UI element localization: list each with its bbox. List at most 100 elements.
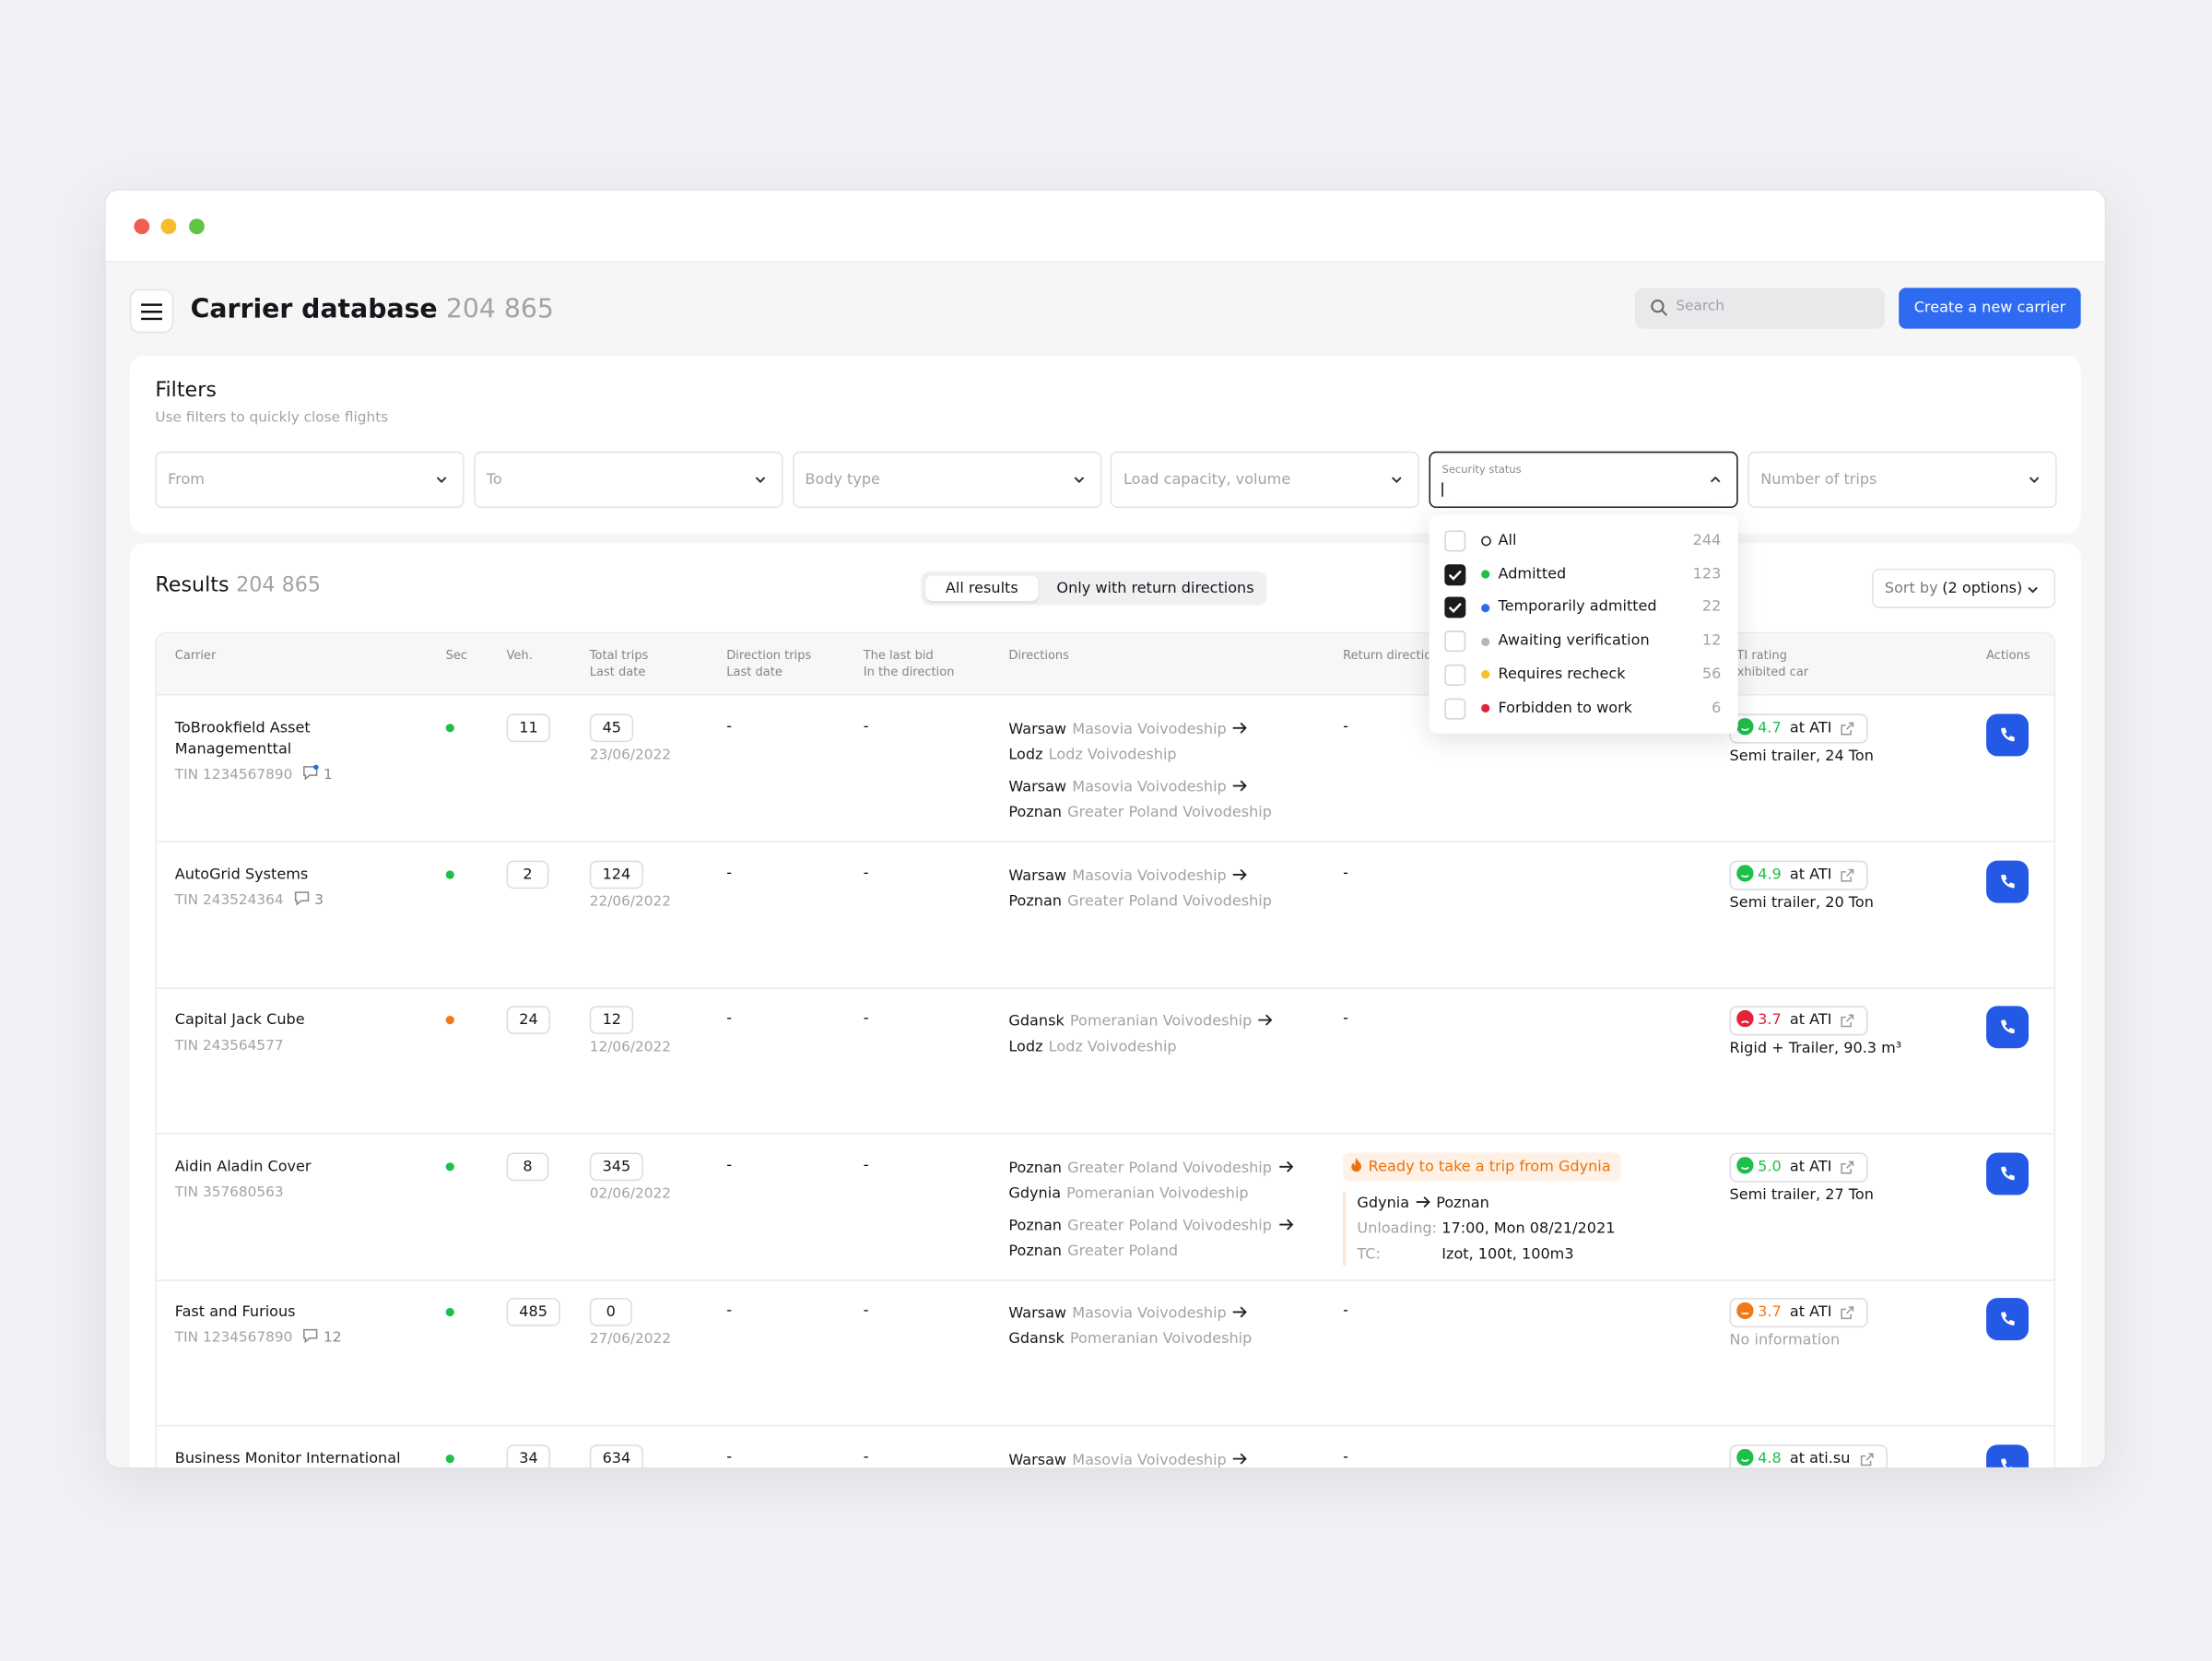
call-button[interactable] bbox=[1986, 860, 2030, 902]
call-button[interactable] bbox=[1986, 1444, 2030, 1467]
directions: Warsaw Masovia Voivodeship bbox=[1008, 1447, 1249, 1467]
search-input[interactable]: Search bbox=[1634, 288, 1885, 329]
total-trips: 345 bbox=[589, 1152, 644, 1181]
filter-select[interactable]: Number of trips bbox=[1747, 451, 2057, 509]
directions: Poznan Greater Poland Voivodeship Gdynia Po… bbox=[1008, 1155, 1294, 1264]
return-route: Gdynia Poznan bbox=[1357, 1195, 1488, 1211]
filter-select[interactable]: Load capacity, volume bbox=[1111, 451, 1420, 509]
rating-badge[interactable]: 4.7 at ATI bbox=[1729, 713, 1869, 744]
tab[interactable]: Only with return directions bbox=[1056, 580, 1254, 597]
title-text: Carrier database bbox=[190, 294, 438, 325]
status-dot bbox=[1481, 536, 1491, 547]
direction-to: Lodz Lodz Voivodeship bbox=[1008, 742, 1272, 768]
rating-badge[interactable]: 3.7 at ATI bbox=[1729, 1298, 1869, 1328]
carrier-cell: Fast and Furious TIN 1234567890 12 bbox=[175, 1302, 415, 1349]
rating-badge[interactable]: 3.7 at ATI bbox=[1729, 1006, 1869, 1036]
search-placeholder: Search bbox=[1676, 299, 1724, 315]
return-direction: - bbox=[1343, 1010, 1348, 1028]
rating-value: 4.7 bbox=[1758, 719, 1782, 736]
region: Lodz Voivodeship bbox=[1048, 746, 1177, 764]
column-header: Direction trips Last date bbox=[726, 648, 811, 682]
window-control bbox=[189, 218, 205, 235]
checkbox[interactable] bbox=[1444, 597, 1466, 619]
rating-badge[interactable]: 5.0 at ATI bbox=[1729, 1152, 1869, 1183]
vehicles: 34 bbox=[506, 1444, 551, 1467]
filter-select[interactable]: From bbox=[155, 451, 465, 509]
rating-face bbox=[1736, 1156, 1754, 1174]
filter-select[interactable]: Security status bbox=[1429, 451, 1738, 509]
security-dot bbox=[445, 1308, 454, 1317]
filter-select[interactable]: Body type bbox=[792, 451, 1101, 509]
status-dot bbox=[1481, 637, 1490, 646]
detail-label: TC: bbox=[1357, 1245, 1381, 1263]
filters-subtitle: Use filters to quickly close flights bbox=[155, 410, 389, 427]
column-header: Return directions bbox=[1343, 648, 1445, 665]
create-button[interactable]: Create a new carrier bbox=[1899, 288, 2081, 329]
chevron bbox=[2029, 477, 2040, 484]
carrier-cell: Capital Jack Cube TIN 243564577 bbox=[175, 1010, 415, 1057]
phone-icon bbox=[2001, 1313, 2015, 1326]
checkbox[interactable] bbox=[1444, 697, 1466, 719]
security-dot bbox=[445, 724, 454, 733]
security-dot bbox=[445, 1455, 454, 1464]
filter-select[interactable]: To bbox=[473, 451, 783, 509]
rating-badge[interactable]: 4.9 at ATI bbox=[1729, 860, 1869, 890]
column-header: ATI rating Exhibited car bbox=[1730, 648, 1809, 682]
rating-face bbox=[1736, 1010, 1754, 1028]
filter-label: To bbox=[486, 471, 502, 489]
carrier-name: AutoGrid Systems bbox=[174, 866, 309, 883]
call-button[interactable] bbox=[1986, 1152, 2030, 1196]
vehicles: 2 bbox=[506, 860, 549, 889]
rating-value: 3.7 bbox=[1758, 1303, 1782, 1322]
arrow bbox=[1233, 722, 1248, 734]
menu-button[interactable] bbox=[129, 289, 174, 334]
column-header-line: Sec bbox=[445, 649, 468, 664]
rating-source: at ATI bbox=[1789, 719, 1832, 736]
checkbox[interactable] bbox=[1444, 563, 1466, 585]
tin: TIN 243524364 bbox=[174, 892, 284, 909]
column-header-line: Last date bbox=[726, 666, 782, 680]
tin-line: TIN 1234567890 12 bbox=[175, 1328, 415, 1349]
filters-title: Filters bbox=[155, 379, 217, 403]
city: Warsaw bbox=[1008, 721, 1067, 738]
region: Greater Poland Voivodeship bbox=[1067, 804, 1272, 821]
external-link-icon bbox=[1860, 1453, 1873, 1467]
checkbox[interactable] bbox=[1444, 630, 1466, 653]
option-count: 123 bbox=[1692, 565, 1722, 583]
direction-trips: - bbox=[726, 1010, 733, 1028]
status-dot bbox=[1481, 670, 1490, 679]
badge-text: Ready to take a trip from Gdynia bbox=[1368, 1158, 1611, 1175]
column-header: Directions bbox=[1008, 648, 1069, 665]
checkbox[interactable] bbox=[1444, 664, 1466, 686]
tin: TIN 1234567890 bbox=[174, 1330, 293, 1347]
results-count: 204 865 bbox=[236, 573, 321, 597]
direction-from: Poznan Greater Poland Voivodeship bbox=[1008, 1213, 1294, 1239]
city: Warsaw bbox=[1008, 778, 1067, 796]
city: Poznan bbox=[1008, 1217, 1062, 1234]
sort-label: Sort by bbox=[1884, 580, 1938, 597]
column-header-line: Exhibited car bbox=[1729, 666, 1809, 680]
column-header-line: Direction trips bbox=[726, 649, 812, 664]
direction-from: Warsaw Masovia Voivodeship bbox=[1008, 717, 1272, 743]
tin: TIN 1234567890 bbox=[174, 767, 293, 783]
call-button[interactable] bbox=[1986, 1298, 2030, 1341]
detail-value: 17:00, Mon 08/21/2021 bbox=[1441, 1219, 1616, 1238]
city: Poznan bbox=[1008, 892, 1062, 910]
sort-select[interactable]: Sort by (2 options) bbox=[1872, 568, 2056, 608]
return-direction: - bbox=[1343, 718, 1348, 736]
option-count: 12 bbox=[1701, 631, 1722, 650]
region: Masovia Voivodeship bbox=[1072, 778, 1227, 796]
rating-badge[interactable]: 4.8 at ati.su bbox=[1729, 1444, 1888, 1467]
tab[interactable]: All results bbox=[925, 575, 1039, 602]
city: Poznan bbox=[1008, 804, 1062, 821]
checkbox[interactable] bbox=[1444, 530, 1466, 552]
total-trips: 0 bbox=[589, 1298, 632, 1327]
call-button[interactable] bbox=[1986, 1006, 2030, 1049]
phone-icon bbox=[2001, 1019, 2015, 1034]
external-link-icon bbox=[1841, 868, 1854, 882]
column-header-line: The last bid bbox=[863, 649, 934, 664]
call-button[interactable] bbox=[1986, 713, 2030, 757]
table bbox=[155, 631, 2056, 1467]
total-trips: 634 bbox=[589, 1444, 644, 1467]
arrow bbox=[1233, 1307, 1248, 1319]
